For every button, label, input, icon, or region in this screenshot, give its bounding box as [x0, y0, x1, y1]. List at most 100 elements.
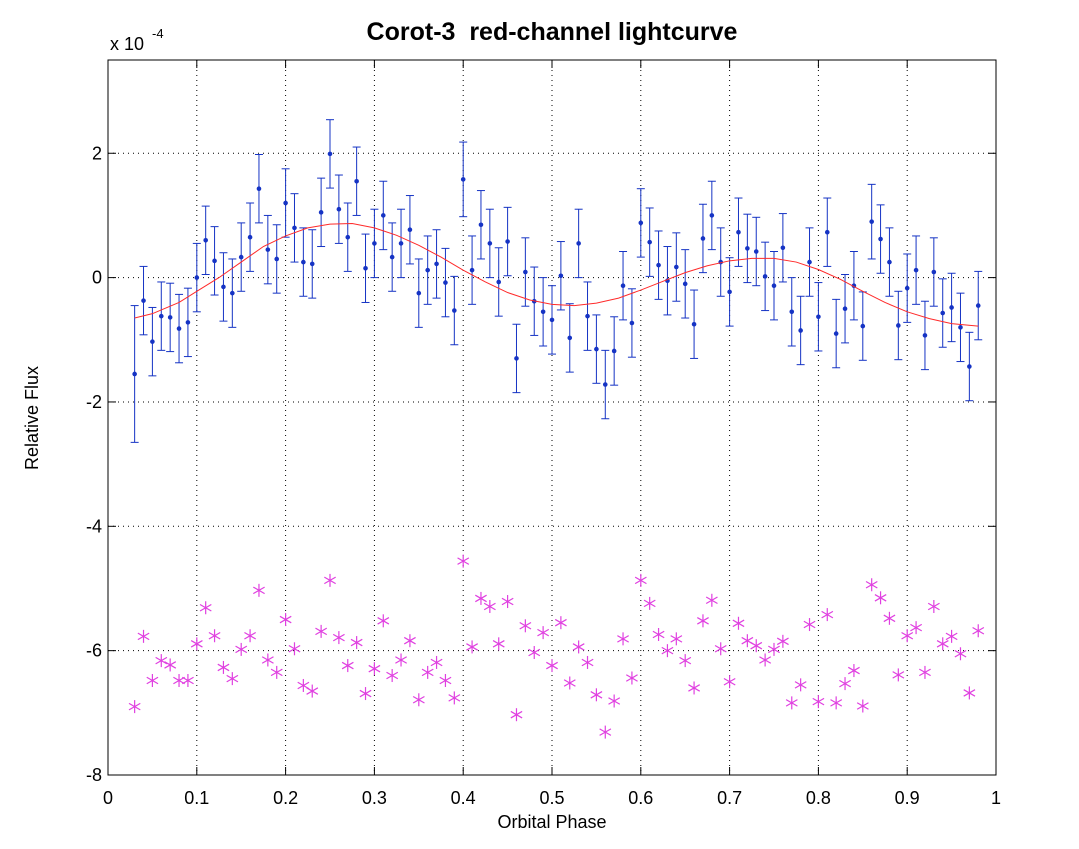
asterisk-marker	[554, 616, 567, 630]
data-point	[585, 313, 590, 319]
asterisk-marker	[803, 618, 816, 632]
asterisk-marker	[510, 708, 523, 722]
data-point	[949, 305, 954, 310]
x-tick-label: 0.1	[184, 788, 209, 808]
data-point	[860, 323, 866, 329]
data-point	[540, 309, 546, 315]
x-tick-label: 0.6	[628, 788, 653, 808]
asterisk-marker	[750, 639, 763, 653]
data-point	[691, 321, 697, 327]
asterisk-marker	[839, 677, 851, 691]
asterisk-marker	[466, 640, 479, 654]
asterisk-marker	[697, 614, 709, 628]
y-tick-label: -4	[86, 516, 102, 536]
asterisk-marker	[759, 653, 772, 667]
data-point	[247, 234, 253, 240]
x-tick-label: 0.7	[717, 788, 742, 808]
asterisk-marker	[688, 681, 701, 695]
asterisk-marker	[439, 673, 452, 687]
data-point	[398, 241, 404, 246]
data-point	[647, 239, 652, 245]
asterisk-marker	[279, 613, 292, 627]
asterisk-marker	[226, 672, 239, 686]
asterisk-marker	[581, 655, 594, 669]
data-point	[434, 261, 439, 267]
asterisk-marker	[181, 673, 194, 687]
asterisk-marker	[892, 668, 905, 682]
data-point	[656, 262, 661, 268]
data-point	[496, 279, 502, 285]
asterisk-marker	[137, 629, 150, 643]
x-tick-label: 1	[991, 788, 1001, 808]
data-point	[230, 290, 235, 296]
asterisk-marker	[377, 614, 390, 628]
asterisk-marker	[954, 647, 967, 661]
data-point	[975, 303, 981, 308]
asterisk-marker	[475, 591, 487, 605]
data-point	[309, 261, 315, 267]
data-point	[327, 151, 333, 157]
data-point	[896, 323, 901, 328]
data-point	[185, 320, 191, 325]
asterisk-marker	[421, 665, 434, 679]
data-point	[150, 339, 155, 344]
asterisk-marker	[341, 659, 354, 673]
y-tick-label: 2	[92, 143, 102, 163]
x-tick-label: 0.4	[451, 788, 476, 808]
data-point	[878, 236, 883, 242]
data-point	[318, 210, 324, 215]
data-point	[505, 239, 510, 244]
y-tick-label: -2	[86, 392, 102, 412]
asterisk-marker	[679, 654, 692, 668]
asterisk-marker	[359, 687, 372, 701]
data-point	[869, 219, 874, 224]
asterisk-marker	[901, 629, 914, 643]
asterisk-marker	[430, 655, 443, 669]
data-point	[913, 267, 919, 273]
asterisk-marker	[483, 600, 496, 614]
data-point	[132, 371, 137, 377]
y-tick-label: -8	[86, 765, 102, 785]
data-point	[967, 364, 972, 369]
data-point	[887, 259, 892, 265]
data-point	[638, 220, 644, 226]
data-point	[416, 290, 422, 296]
asterisk-marker	[164, 658, 177, 672]
y-multiplier: x 10	[110, 34, 144, 54]
asterisk-marker	[634, 573, 647, 587]
data-point	[301, 259, 306, 265]
asterisk-marker	[288, 642, 301, 656]
data-point	[425, 267, 430, 273]
data-point	[798, 328, 803, 333]
asterisk-marker	[963, 686, 976, 700]
data-point	[753, 249, 759, 254]
data-point	[629, 320, 635, 326]
data-point	[816, 314, 821, 320]
data-point	[389, 254, 395, 260]
asterisk-marker	[190, 637, 203, 651]
asterisk-marker	[821, 608, 834, 622]
data-point	[460, 177, 466, 182]
asterisk-marker	[910, 621, 923, 635]
y-tick-label: 0	[92, 268, 102, 288]
asterisk-marker	[643, 596, 656, 610]
plot-frame	[107, 59, 997, 776]
x-tick-label: 0.5	[539, 788, 564, 808]
asterisk-marker	[847, 664, 860, 678]
data-point	[167, 315, 173, 320]
asterisk-marker	[812, 695, 825, 709]
asterisk-marker	[661, 644, 674, 658]
asterisk-marker	[386, 669, 399, 683]
data-point	[709, 213, 715, 218]
data-point	[452, 308, 457, 313]
asterisk-marker	[563, 676, 576, 690]
asterisk-marker	[155, 654, 168, 668]
asterisk-marker	[306, 684, 319, 698]
asterisk-marker	[785, 696, 798, 710]
data-point	[594, 346, 599, 352]
asterisk-marker	[457, 554, 470, 568]
asterisk-marker	[173, 673, 185, 687]
